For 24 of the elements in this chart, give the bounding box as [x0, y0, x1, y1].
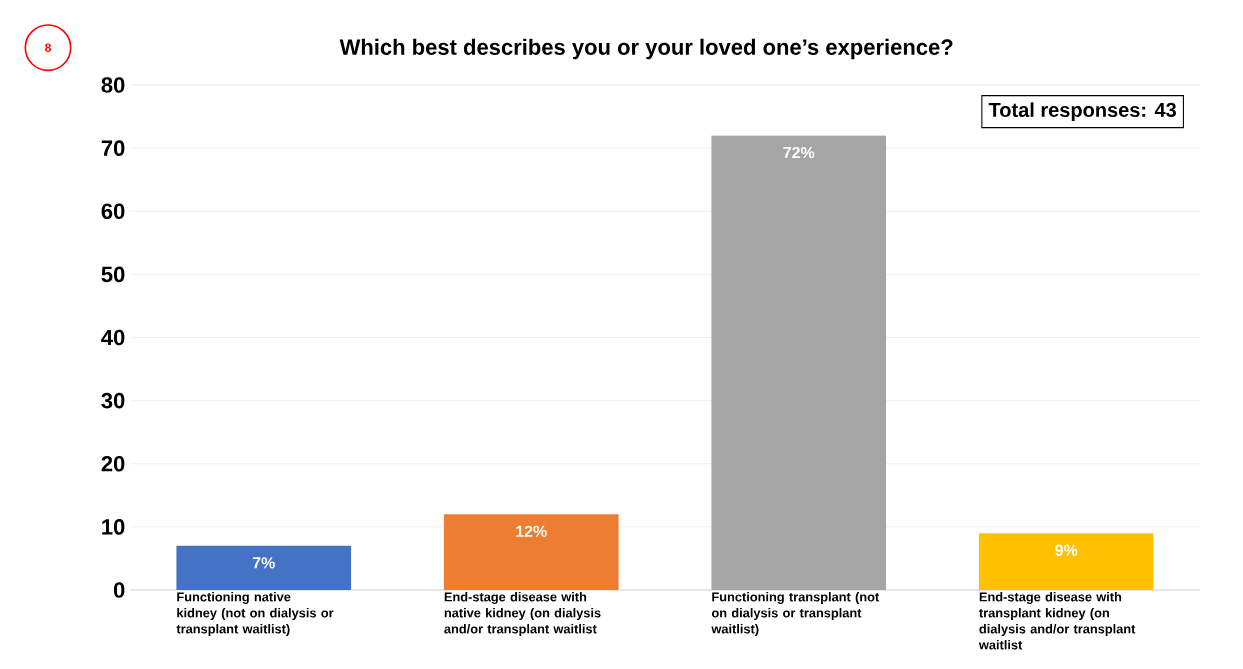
annotation: Total responses: 43 [988, 102, 1177, 121]
chart-title: Which best describes you or your loved one’s experience? [339, 38, 953, 60]
data-label: 12% [516, 525, 547, 537]
x-tick-label: End-stage disease with native kidney (on dialysis and/or transplant waitlist [444, 592, 601, 636]
bar [443, 514, 619, 590]
y-tick-label: 70 [101, 140, 125, 156]
data-label: 72% [783, 146, 815, 159]
y-tick-label: 30 [101, 392, 125, 409]
bar [978, 533, 1154, 590]
y-tick-label: 40 [101, 329, 125, 346]
text: 8 [45, 43, 51, 52]
y-tick-label: 20 [101, 455, 125, 472]
x-tick-label: Functioning transplant (not on dialysis or transplant waitlist) [711, 592, 880, 636]
bar [176, 545, 352, 590]
y-tick-label: 60 [101, 203, 125, 220]
y-tick-label: 0 [113, 582, 125, 598]
data-label: 7% [252, 557, 275, 569]
y-tick-label: 80 [101, 77, 125, 93]
y-tick-label: 50 [101, 266, 125, 283]
bar [711, 135, 887, 590]
x-tick-label: End-stage disease with transplant kidney (on dialysis and/or transplant waitlist [978, 592, 1136, 650]
x-tick-label: Functioning native kidney (not on dialysis or transplant waitlist) [176, 592, 334, 636]
data-label: 9% [1055, 544, 1078, 556]
y-tick-label: 10 [102, 519, 125, 535]
